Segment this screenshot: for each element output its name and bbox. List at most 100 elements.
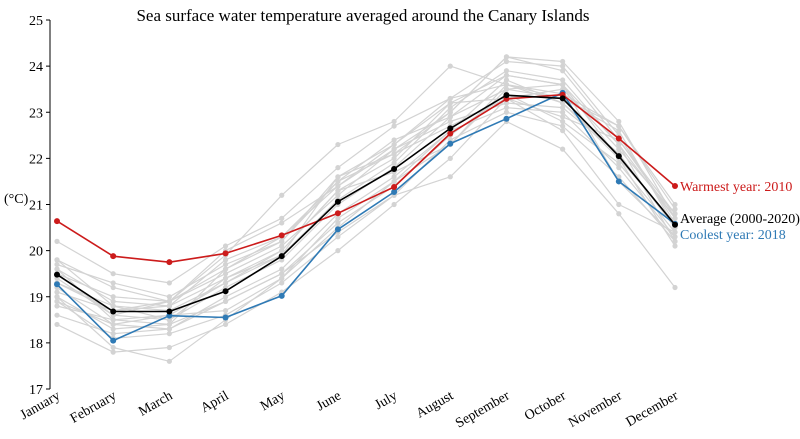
background-year-point <box>560 100 566 106</box>
background-year-point <box>335 188 341 194</box>
average-line <box>56 94 676 313</box>
background-year-point <box>391 174 397 180</box>
background-year-point <box>335 141 341 148</box>
average-point <box>559 95 566 102</box>
background-year-line <box>56 70 676 312</box>
background-year-line <box>56 97 676 321</box>
background-year-point <box>110 303 116 309</box>
background-year-point <box>560 81 566 88</box>
y-tick-label: 20 <box>29 245 43 260</box>
background-year-point <box>503 77 510 83</box>
warmest-year-point <box>334 210 341 217</box>
y-tick-label: 17 <box>29 383 43 398</box>
background-year-point <box>279 238 285 244</box>
background-year-point <box>560 63 566 69</box>
background-year-point <box>447 114 453 120</box>
warmest-year-point <box>615 135 622 142</box>
background-year-line <box>56 106 676 330</box>
background-year-point <box>222 298 229 304</box>
background-year-point <box>616 165 622 171</box>
warmest-year-point <box>278 232 285 239</box>
background-year-point <box>335 215 341 221</box>
background-year-point <box>335 178 341 185</box>
background-year-line <box>56 120 676 335</box>
background-year-line <box>56 111 676 339</box>
x-tick-label: May <box>258 388 288 414</box>
coolest-year-point <box>447 140 454 147</box>
warmest-year-point <box>391 183 398 190</box>
background-year-point <box>672 201 678 208</box>
background-year-point <box>447 63 453 69</box>
background-year-point <box>503 54 510 60</box>
average-point <box>222 288 229 295</box>
background-year-point <box>335 234 341 240</box>
average-point <box>110 308 117 315</box>
background-year-point <box>54 312 60 318</box>
background-year-point <box>503 72 510 78</box>
background-year-point <box>222 261 229 268</box>
y-tick-label: 23 <box>29 106 43 121</box>
average-point <box>672 221 678 228</box>
background-year-point <box>335 174 341 180</box>
background-year-point <box>616 123 622 129</box>
background-year-point <box>616 118 622 125</box>
average-point <box>391 165 398 172</box>
average-point <box>278 253 285 260</box>
background-year-line <box>56 83 676 325</box>
background-year-line <box>56 83 676 284</box>
background-year-point <box>110 317 116 323</box>
background-year-point <box>447 109 453 115</box>
background-year-point <box>110 284 116 291</box>
y-tick-label: 25 <box>29 14 43 29</box>
background-year-point <box>560 128 566 134</box>
background-year-point <box>560 118 566 125</box>
warmest-year-point <box>447 130 454 137</box>
coolest-year-label: Coolest year: 2018 <box>680 228 786 243</box>
background-year-point <box>279 266 285 272</box>
background-year-point <box>222 280 229 286</box>
background-year-point <box>616 160 622 166</box>
x-tick-label: June <box>314 388 344 414</box>
background-year-point <box>54 321 60 328</box>
background-year-point <box>503 100 510 106</box>
coolest-year-point <box>54 281 60 288</box>
x-tick-label: October <box>522 388 569 424</box>
background-year-point <box>391 160 397 166</box>
background-year-point <box>616 211 622 217</box>
background-year-point <box>54 294 60 300</box>
y-axis: 17 18 19 20 21 22 23 24 25 <box>29 14 51 398</box>
background-year-point <box>672 284 678 291</box>
background-year-point <box>335 192 341 198</box>
background-year-point <box>672 215 678 221</box>
background-year-point <box>503 68 510 74</box>
background-year-line <box>56 88 676 298</box>
background-year-point <box>560 77 566 83</box>
background-year-point <box>110 298 116 304</box>
background-year-point <box>110 326 116 332</box>
y-tick-label: 22 <box>29 152 43 167</box>
y-tick-label: 24 <box>29 60 43 75</box>
background-year-point <box>54 261 60 268</box>
background-year-point <box>391 201 397 208</box>
background-year-point <box>279 248 285 254</box>
background-year-point <box>110 321 116 328</box>
background-year-point <box>222 271 229 277</box>
background-year-point <box>54 257 60 263</box>
background-year-point <box>279 275 285 281</box>
background-year-point <box>54 289 60 295</box>
coolest-year-point <box>391 189 398 196</box>
y-ticks: 17 18 19 20 21 22 23 24 25 <box>29 14 50 398</box>
background-year-point <box>166 331 172 337</box>
background-year-point <box>560 123 566 129</box>
x-tick-label: September <box>453 388 513 431</box>
y-tick-label: 21 <box>29 199 43 214</box>
background-year-point <box>503 58 510 65</box>
background-year-point <box>279 243 285 249</box>
background-year-point <box>447 100 453 106</box>
x-tick-label: July <box>372 388 400 413</box>
background-year-line <box>56 102 676 302</box>
x-tick-label: March <box>136 388 175 419</box>
highlighted-lines <box>54 89 678 344</box>
background-year-point <box>503 109 510 115</box>
coolest-year-point <box>222 314 229 321</box>
